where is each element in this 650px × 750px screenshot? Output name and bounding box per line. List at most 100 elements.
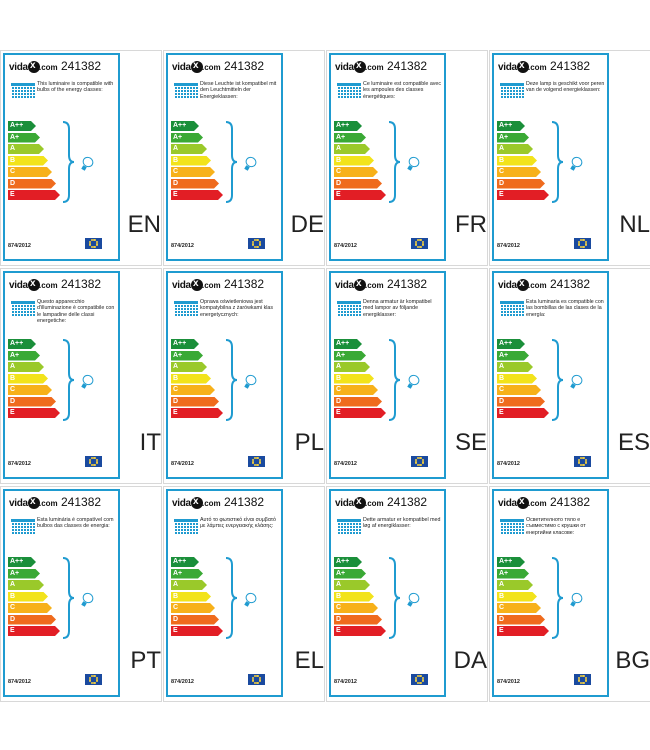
energy-class-bar: C: [334, 385, 378, 395]
brand-logo: vida x .com: [172, 278, 221, 291]
brand-logo: vida x .com: [9, 60, 58, 73]
brand-logo: vida x .com: [9, 278, 58, 291]
brand-logo: vida x .com: [172, 496, 221, 509]
energy-class-bar: A++: [171, 121, 199, 131]
energy-class-scale: A++ A+ A B C D E: [334, 339, 384, 419]
chandelier-icon: [174, 83, 198, 99]
energy-class-scale: A++ A+ A B C D E: [171, 121, 221, 201]
energy-class-bar: A: [497, 580, 533, 590]
energy-class-bar: D: [171, 179, 219, 189]
chandelier-icon: [174, 301, 198, 317]
energy-class-bar: E: [334, 408, 386, 418]
energy-class-bar: C: [8, 603, 52, 613]
brace-icon: [62, 121, 75, 203]
product-code: 241382: [224, 59, 265, 73]
energy-class-bar: B: [8, 374, 48, 384]
energy-class-bar: A+: [171, 133, 203, 143]
product-code: 241382: [387, 59, 428, 73]
energy-label-card: vida x .com 241382 Diese Leuchte ist kompati…: [166, 53, 283, 261]
product-code: 241382: [61, 59, 102, 73]
energy-class-scale: A++ A+ A B C D E: [334, 557, 384, 637]
energy-class-bar: A: [171, 144, 207, 154]
eu-flag-icon: [85, 238, 102, 249]
label-cell-el: vida x .com 241382 Αυτό το φωτιστικό είναι σ…: [163, 486, 325, 702]
energy-class-bar: D: [334, 179, 382, 189]
regulation-code: 874/2012: [171, 243, 194, 249]
compatibility-text: This luminaire is compatible with bulbs …: [37, 81, 114, 94]
energy-class-bar: C: [171, 167, 215, 177]
energy-class-bar: A: [171, 580, 207, 590]
energy-class-bar: E: [8, 190, 60, 200]
regulation-code: 874/2012: [171, 461, 194, 467]
energy-class-bar: C: [171, 603, 215, 613]
brace-icon: [225, 121, 238, 203]
energy-class-bar: A+: [8, 133, 40, 143]
energy-class-bar: A++: [171, 557, 199, 567]
energy-label-card: vida x .com 241382 Осветителното тяло е съвм…: [492, 489, 609, 697]
energy-class-bar: B: [334, 592, 374, 602]
energy-class-bar: A+: [8, 569, 40, 579]
energy-class-bar: A+: [334, 569, 366, 579]
brace-icon: [225, 557, 238, 639]
label-cell-es: vida x .com 241382 Esta luminaria es compati…: [489, 268, 650, 484]
compatibility-text: Questo apparecchio d'illuminazione è com…: [37, 299, 115, 325]
label-cell-nl: vida x .com 241382 Deze lamp is geschikt voo…: [489, 50, 650, 266]
energy-class-scale: A++ A+ A B C D E: [171, 557, 221, 637]
energy-class-bar: A+: [334, 351, 366, 361]
energy-class-bar: B: [8, 156, 48, 166]
brand-logo: vida x .com: [498, 278, 547, 291]
energy-class-bar: D: [497, 179, 545, 189]
energy-class-bar: A++: [171, 339, 199, 349]
energy-class-bar: C: [497, 385, 541, 395]
label-cell-bg: vida x .com 241382 Осветителното тяло е съвм…: [489, 486, 650, 702]
energy-class-bar: B: [497, 156, 537, 166]
chandelier-icon: [500, 519, 524, 535]
brace-icon: [388, 121, 401, 203]
product-code: 241382: [61, 277, 102, 291]
chandelier-icon: [11, 83, 35, 99]
brace-icon: [225, 339, 238, 421]
eu-flag-icon: [574, 238, 591, 249]
energy-class-bar: C: [334, 167, 378, 177]
compatibility-text: Diese Leuchte ist kompatibel mit den Leu…: [200, 81, 277, 100]
brand-logo: vida x .com: [9, 496, 58, 509]
energy-label-card: vida x .com 241382 This luminaire is compati…: [3, 53, 120, 261]
energy-class-bar: D: [171, 615, 219, 625]
bulb-icon: [407, 592, 420, 607]
eu-flag-icon: [248, 456, 265, 467]
compatibility-text: Осветителното тяло е съвместимо с крушки…: [526, 517, 586, 536]
bulb-icon: [81, 156, 94, 171]
energy-class-bar: A: [8, 362, 44, 372]
compatibility-text: Deze lamp is geschikt voor peren van de …: [526, 81, 605, 94]
compatibility-text: Ce luminaire est compatible avec les amp…: [363, 81, 442, 100]
eu-flag-icon: [411, 456, 428, 467]
energy-class-bar: A+: [8, 351, 40, 361]
energy-class-bar: A++: [334, 557, 362, 567]
bulb-icon: [570, 592, 583, 607]
energy-class-bar: A+: [497, 133, 529, 143]
energy-class-scale: A++ A+ A B C D E: [334, 121, 384, 201]
energy-class-bar: B: [497, 592, 537, 602]
energy-class-bar: A++: [8, 557, 36, 567]
bulb-icon: [81, 592, 94, 607]
energy-class-scale: A++ A+ A B C D E: [171, 339, 221, 419]
energy-class-bar: A: [497, 144, 533, 154]
energy-class-scale: A++ A+ A B C D E: [497, 557, 547, 637]
chandelier-icon: [11, 301, 35, 317]
product-code: 241382: [387, 495, 428, 509]
regulation-code: 874/2012: [8, 679, 31, 685]
energy-class-bar: E: [8, 408, 60, 418]
energy-class-bar: A: [8, 580, 44, 590]
energy-class-bar: E: [171, 626, 223, 636]
energy-class-bar: A+: [497, 569, 529, 579]
product-code: 241382: [224, 277, 265, 291]
eu-flag-icon: [85, 674, 102, 685]
energy-class-bar: A: [497, 362, 533, 372]
brand-logo: vida x .com: [335, 278, 384, 291]
brace-icon: [551, 557, 564, 639]
energy-class-bar: A++: [8, 121, 36, 131]
energy-label-card: vida x .com 241382 Deze lamp is geschikt voo…: [492, 53, 609, 261]
energy-class-bar: A++: [497, 339, 525, 349]
brace-icon: [62, 557, 75, 639]
